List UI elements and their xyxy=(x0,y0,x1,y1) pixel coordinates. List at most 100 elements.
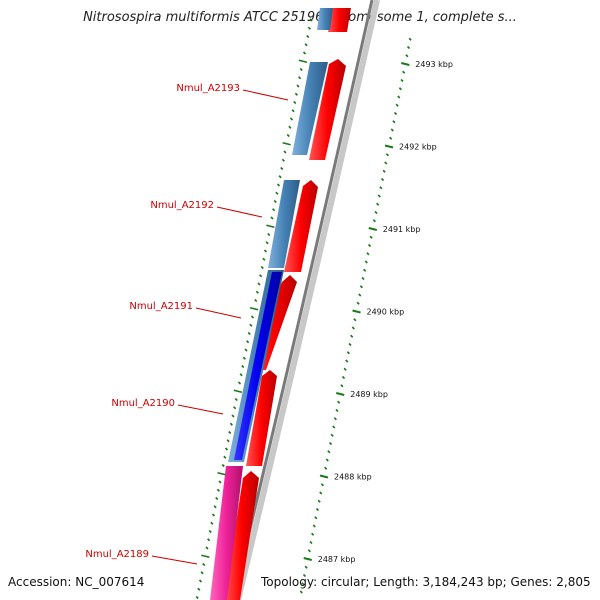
ruler-minor-tick xyxy=(379,186,383,190)
gene-arrow[interactable] xyxy=(309,59,346,160)
ruler-major-tick xyxy=(352,309,361,314)
ruler-minor-tick xyxy=(358,293,362,297)
ruler-minor-tick xyxy=(317,499,321,503)
ruler-minor-tick xyxy=(328,441,333,446)
inner-minor-tick xyxy=(270,216,274,220)
inner-minor-tick xyxy=(197,587,201,591)
ruler-major-tick xyxy=(384,144,394,149)
ruler-minor-tick xyxy=(304,565,308,569)
position-ruler: 2493 kbp 2492 kbp 2491 kbp 2490 kbp 2489 kbp… xyxy=(299,37,453,594)
ruler-minor-tick xyxy=(353,318,357,322)
ruler-minor-tick xyxy=(335,408,339,413)
inner-major-tick xyxy=(249,306,259,311)
inner-minor-tick xyxy=(247,331,251,336)
inner-minor-tick xyxy=(260,265,264,270)
inner-tick-marks xyxy=(195,18,313,600)
inner-minor-tick xyxy=(250,315,255,319)
inner-minor-tick xyxy=(228,430,232,435)
ruler-minor-tick xyxy=(340,384,344,388)
gene-arrow[interactable] xyxy=(328,8,351,32)
inner-minor-tick xyxy=(257,282,261,286)
inner-minor-tick xyxy=(281,158,285,162)
ruler-major-tick xyxy=(401,62,410,66)
inner-major-tick xyxy=(217,471,226,476)
ruler-minor-tick xyxy=(359,285,363,289)
ruler-label: 2492 kbp xyxy=(399,143,437,152)
inner-minor-tick xyxy=(267,232,271,237)
ruler-minor-tick xyxy=(350,334,354,338)
ruler-minor-tick xyxy=(307,549,311,553)
inner-minor-tick xyxy=(288,125,292,129)
inner-minor-tick xyxy=(283,150,287,154)
inner-minor-tick xyxy=(231,414,235,418)
gene-arrow[interactable] xyxy=(284,180,318,272)
inner-minor-tick xyxy=(304,43,308,47)
gene-label[interactable]: Nmul_A2191 xyxy=(129,301,193,312)
accession-text: Accession: NC_007614 xyxy=(8,575,145,589)
gene-label[interactable]: Nmul_A2189 xyxy=(85,549,149,560)
inner-major-tick xyxy=(201,554,210,559)
ruler-minor-tick xyxy=(382,169,386,173)
ruler-label: 2491 kbp xyxy=(383,225,421,234)
inner-minor-tick xyxy=(293,100,297,105)
inner-minor-tick xyxy=(224,447,229,451)
label-leader xyxy=(242,89,289,101)
ruler-minor-tick xyxy=(312,524,316,528)
inner-minor-tick xyxy=(241,364,245,369)
gene-arrow[interactable] xyxy=(224,471,259,600)
gene-arrow[interactable] xyxy=(246,370,277,466)
inner-minor-tick xyxy=(273,199,277,204)
inner-minor-tick xyxy=(223,455,227,459)
ruler-label: 2488 kbp xyxy=(334,473,372,482)
ruler-major-tick xyxy=(368,227,378,231)
ruler-minor-tick xyxy=(299,590,303,594)
ruler-minor-tick xyxy=(330,433,334,437)
ruler-minor-tick xyxy=(319,491,323,495)
ruler-minor-tick xyxy=(398,87,402,91)
inner-minor-tick xyxy=(195,595,199,600)
inner-minor-tick xyxy=(259,274,263,278)
inner-minor-tick xyxy=(216,488,220,492)
inner-minor-tick xyxy=(208,529,212,534)
inner-minor-tick xyxy=(198,579,203,583)
inner-minor-tick xyxy=(242,356,246,360)
ruler-minor-tick xyxy=(408,37,412,41)
gene-arrow[interactable] xyxy=(317,8,333,30)
inner-minor-tick xyxy=(233,406,237,410)
gene-label[interactable]: Nmul_A2190 xyxy=(111,398,175,409)
gene-arrow[interactable] xyxy=(268,180,300,268)
inner-major-tick xyxy=(282,141,291,146)
inner-gene-track xyxy=(210,8,333,600)
gene-arrow[interactable] xyxy=(292,62,328,155)
ruler-minor-tick xyxy=(376,202,380,206)
inner-minor-tick xyxy=(221,463,225,468)
ruler-label: 2493 kbp xyxy=(415,60,453,69)
gene-arrow[interactable] xyxy=(234,272,282,460)
ruler-minor-tick xyxy=(374,210,378,215)
inner-minor-tick xyxy=(202,562,206,567)
ruler-minor-tick xyxy=(384,161,388,165)
inner-minor-tick xyxy=(200,571,204,575)
gene-label[interactable]: Nmul_A2192 xyxy=(150,200,214,211)
ruler-label: 2489 kbp xyxy=(350,390,388,399)
ruler-minor-tick xyxy=(393,111,398,116)
gene-label[interactable]: Nmul_A2193 xyxy=(176,83,240,94)
label-leader xyxy=(151,555,198,565)
inner-minor-tick xyxy=(294,92,298,96)
gene-arrow[interactable] xyxy=(210,466,243,600)
ruler-minor-tick xyxy=(351,326,355,330)
inner-minor-tick xyxy=(218,480,222,484)
inner-minor-tick xyxy=(249,323,253,327)
ruler-minor-tick xyxy=(348,342,352,347)
ruler-minor-tick xyxy=(324,466,328,470)
ruler-minor-tick xyxy=(406,45,411,50)
inner-major-tick xyxy=(233,389,243,394)
outer-gene-track xyxy=(224,8,351,600)
ruler-minor-tick xyxy=(369,235,373,239)
ruler-minor-tick xyxy=(314,516,318,520)
inner-minor-tick xyxy=(276,183,281,187)
inner-minor-tick xyxy=(239,373,243,377)
ruler-minor-tick xyxy=(327,450,331,454)
